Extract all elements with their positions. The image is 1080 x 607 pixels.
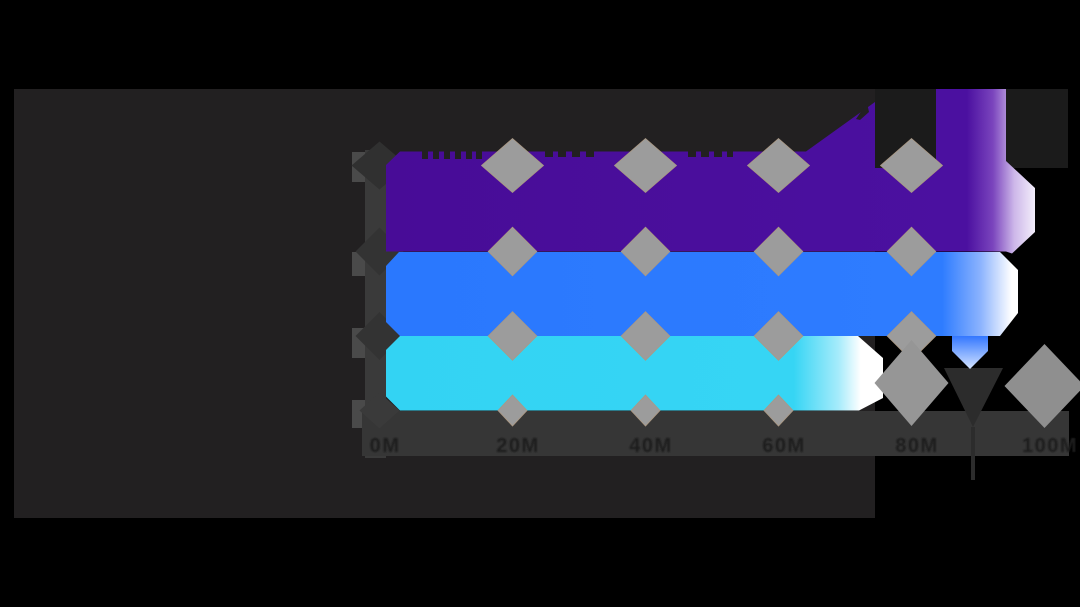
svg-text:80M: 80M	[895, 435, 938, 457]
svg-text:20M: 20M	[496, 435, 539, 457]
svg-text:60M: 60M	[762, 435, 805, 457]
svg-text:100M: 100M	[1022, 435, 1078, 457]
svg-text:0M: 0M	[370, 435, 401, 457]
svg-text:40M: 40M	[629, 435, 672, 457]
